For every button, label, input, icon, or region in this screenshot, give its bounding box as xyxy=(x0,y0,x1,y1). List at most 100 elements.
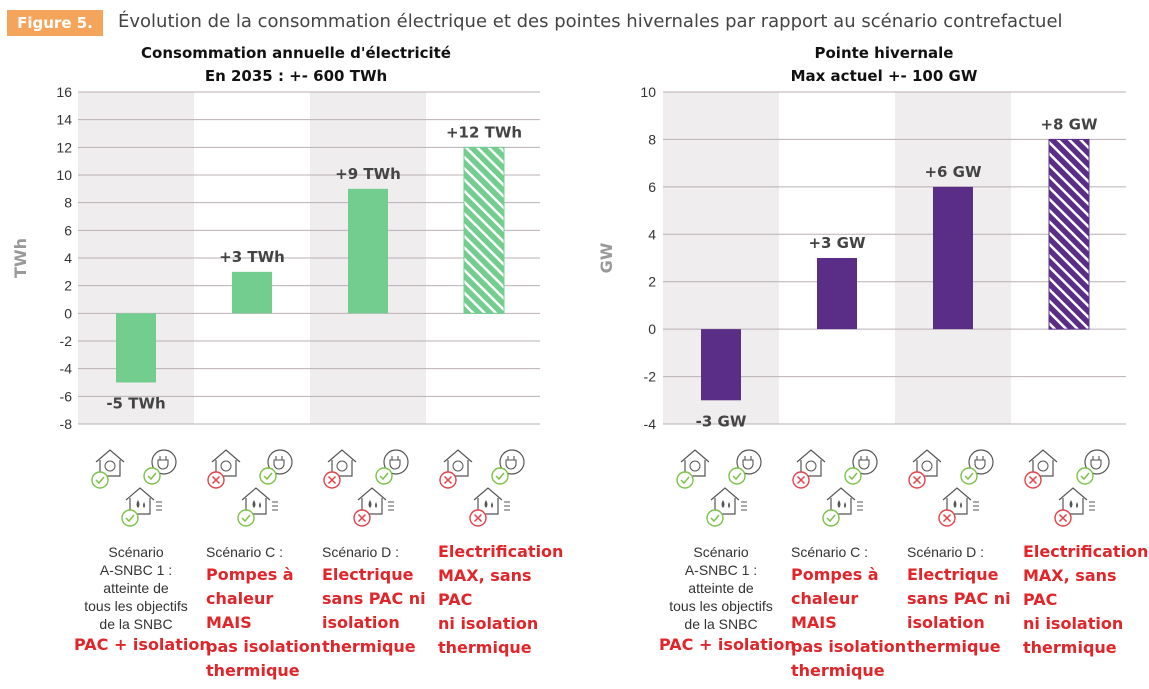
plug-glyph-icon xyxy=(1090,456,1102,470)
check-mark-icon xyxy=(732,472,742,481)
insulation-house-icon xyxy=(826,487,856,515)
caption-highlight: Pompes à chaleur MAIS pas isolation ther… xyxy=(791,565,907,680)
bar xyxy=(817,258,857,330)
check-mark-icon xyxy=(710,514,720,523)
check-mark-icon xyxy=(495,472,505,481)
scenario-icons-right xyxy=(676,449,1110,527)
y-tick-label: 12 xyxy=(56,139,72,155)
scenario-caption: Scénario C : Pompes à chaleur MAIS pas is… xyxy=(206,543,322,683)
caption-plain: Scénario C : xyxy=(206,544,284,560)
fan-icon xyxy=(1037,460,1049,472)
y-tick-label: -2 xyxy=(644,369,657,385)
cross-mark-icon xyxy=(796,475,806,485)
chart-title: Pointe hivernale xyxy=(815,44,954,62)
y-tick-label: -6 xyxy=(60,388,73,404)
insulation-house-icon xyxy=(125,487,155,515)
data-label: +6 GW xyxy=(924,163,982,181)
check-mark-icon xyxy=(1080,472,1090,481)
drop-icon xyxy=(252,500,261,508)
check-badge-icon xyxy=(121,509,139,527)
check-badge-icon xyxy=(728,467,746,485)
check-mark-icon xyxy=(848,472,858,481)
plug-glyph-icon xyxy=(505,456,517,470)
cross-mark-icon xyxy=(357,513,367,523)
caption-highlight: PAC + isolation xyxy=(659,635,796,654)
plug-glyph-icon xyxy=(157,456,169,470)
y-tick-label: -2 xyxy=(60,333,73,349)
bar xyxy=(232,271,272,314)
electric-plug-icon xyxy=(383,449,409,475)
cross-mark-icon xyxy=(1028,475,1038,485)
scenario-caption: Scénario C : Pompes à chaleur MAIS pas is… xyxy=(791,543,907,683)
caption-highlight: Electrique sans PAC ni isolation thermiq… xyxy=(322,565,426,656)
check-mark-icon xyxy=(147,472,157,481)
data-label: -3 GW xyxy=(696,412,747,430)
heat-pump-house-icon xyxy=(95,449,125,477)
wall-layers-icon xyxy=(504,501,510,511)
chart-subtitle: Max actuel +- 100 GW xyxy=(791,67,978,85)
y-tick-label: 2 xyxy=(64,278,72,294)
check-badge-icon xyxy=(237,509,255,527)
fan-icon xyxy=(104,460,116,472)
heat-pump-house-icon xyxy=(912,449,942,477)
figure-title: Évolution de la consommation électrique … xyxy=(118,11,1063,32)
plug-glyph-icon xyxy=(273,456,285,470)
check-badge-icon xyxy=(676,471,694,489)
heat-pump-house-icon xyxy=(211,449,241,477)
check-mark-icon xyxy=(379,472,389,481)
check-badge-icon xyxy=(822,509,840,527)
y-tick-label: -4 xyxy=(644,416,657,432)
caption-plain: Scénario A-SNBC 1 : atteinte de tous les… xyxy=(84,544,188,632)
check-badge-icon xyxy=(844,467,862,485)
caption-highlight: Electrique sans PAC ni isolation thermiq… xyxy=(907,565,1011,656)
wall-layers-icon xyxy=(1089,501,1095,511)
wall-layers-icon xyxy=(741,501,747,511)
insulation-house-icon xyxy=(1058,487,1088,515)
bar xyxy=(463,146,505,314)
caption-highlight: PAC + isolation xyxy=(74,635,211,654)
check-mark-icon xyxy=(263,472,273,481)
y-tick-label: 6 xyxy=(648,179,656,195)
insulation-house-icon xyxy=(942,487,972,515)
chart-title: Consommation annuelle d'électricité xyxy=(141,44,451,62)
cross-mark-icon xyxy=(1058,513,1068,523)
check-badge-icon xyxy=(143,467,161,485)
data-label: +9 TWh xyxy=(335,165,401,183)
caption-plain: Scénario D : xyxy=(322,544,400,560)
scenario-caption: Scénario D : Electrique sans PAC ni isola… xyxy=(322,543,438,659)
y-tick-label: -4 xyxy=(60,361,73,377)
heat-pump-house-icon xyxy=(327,449,357,477)
cross-mark-icon xyxy=(443,475,453,485)
check-mark-icon xyxy=(241,514,251,523)
fan-icon xyxy=(336,460,348,472)
check-badge-icon xyxy=(259,467,277,485)
caption-plain: Scénario C : xyxy=(791,544,869,560)
plug-glyph-icon xyxy=(858,456,870,470)
scenario-caption: Scénario A-SNBC 1 : atteinte de tous les… xyxy=(659,543,796,657)
electric-plug-icon xyxy=(852,449,878,475)
y-tick-label: 14 xyxy=(56,112,72,128)
heat-pump-house-icon xyxy=(1028,449,1058,477)
data-label: -5 TWh xyxy=(106,395,165,413)
heat-pump-house-icon xyxy=(680,449,710,477)
wall-layers-icon xyxy=(156,501,162,511)
insulation-house-icon xyxy=(357,487,387,515)
electric-plug-icon xyxy=(267,449,293,475)
cross-mark-icon xyxy=(211,475,221,485)
scenario-icons-left xyxy=(91,449,525,527)
check-mark-icon xyxy=(125,514,135,523)
heat-pump-house-icon xyxy=(443,449,473,477)
cross-mark-icon xyxy=(327,475,337,485)
electric-plug-icon xyxy=(968,449,994,475)
scenario-caption: Electrification MAX, sans PAC ni isolati… xyxy=(438,540,563,660)
bar xyxy=(701,329,741,401)
insulation-house-icon xyxy=(241,487,271,515)
electric-plug-icon xyxy=(499,449,525,475)
wall-layers-icon xyxy=(388,501,394,511)
y-tick-label: 0 xyxy=(648,321,656,337)
bar xyxy=(116,313,156,383)
y-tick-label: 0 xyxy=(64,305,72,321)
caption-plain: Scénario D : xyxy=(907,544,985,560)
electric-plug-icon xyxy=(1084,449,1110,475)
bar xyxy=(933,186,973,330)
